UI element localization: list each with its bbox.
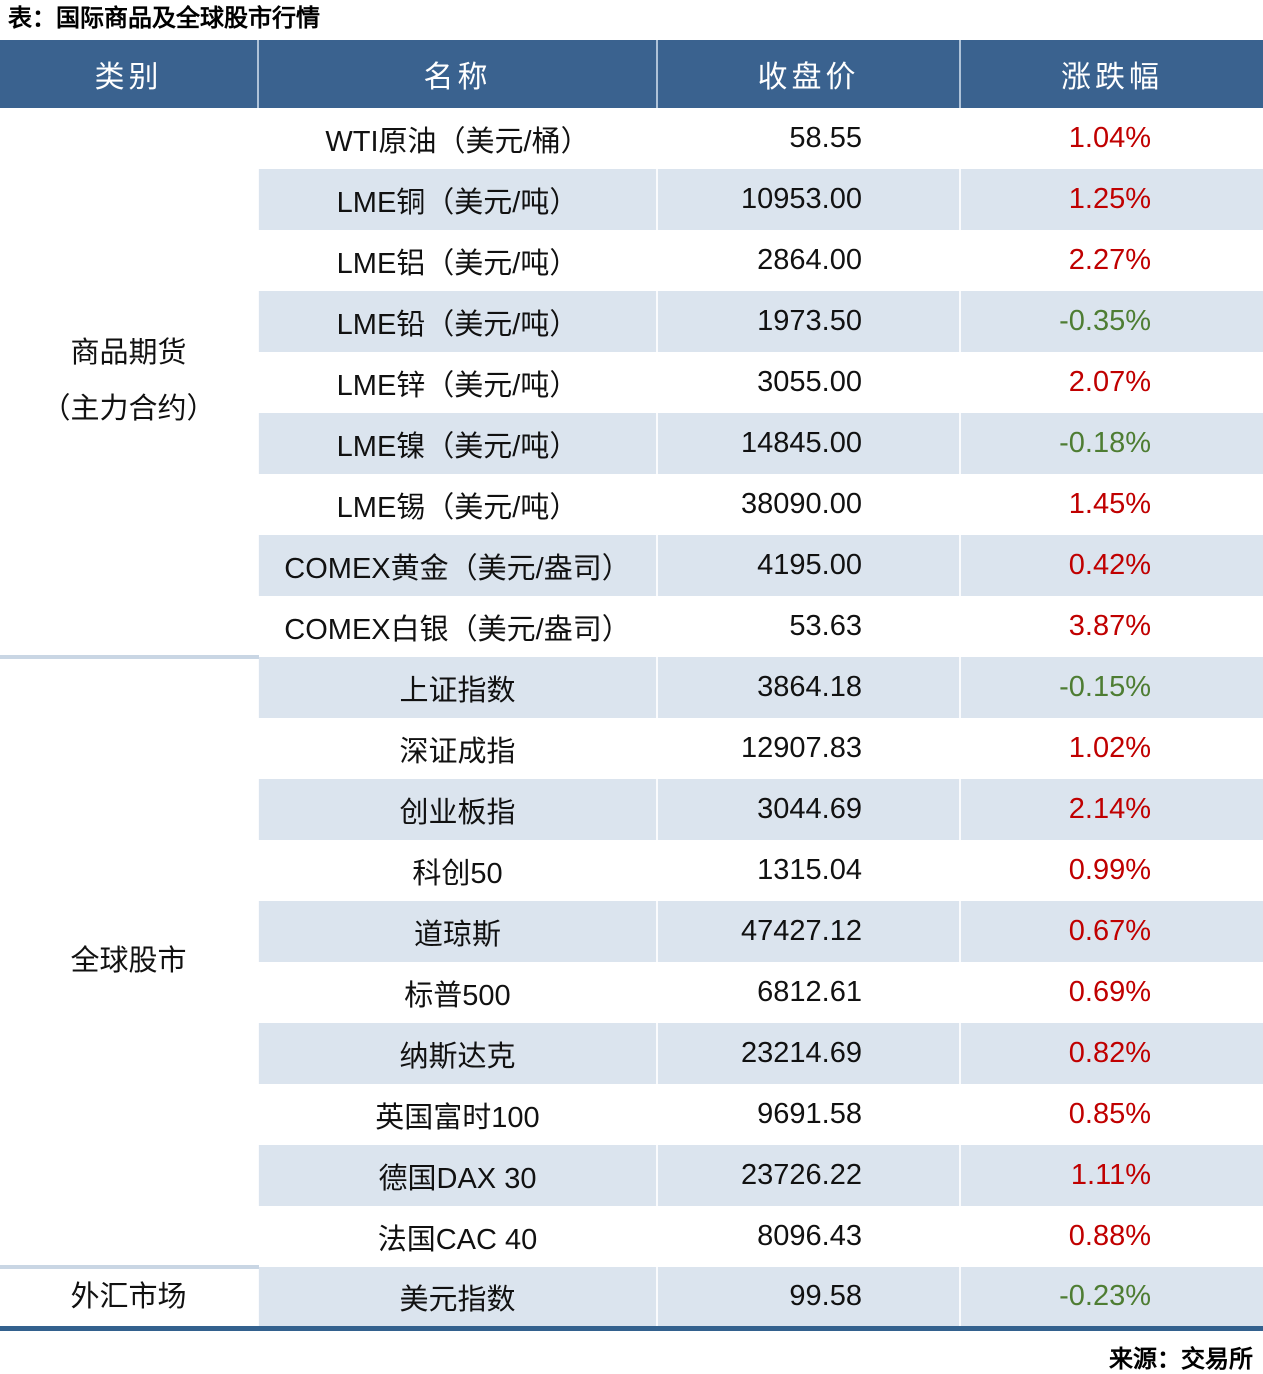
table-row: 商品期货 （主力合约） WTI原油（美元/桶） 58.55 1.04% — [0, 108, 1263, 657]
close-price: 3055.00 — [656, 352, 960, 413]
category-cell: 外汇市场 — [0, 1265, 259, 1329]
table-row: 英国富时100 9691.58 0.85% — [0, 1084, 1263, 1145]
close-price: 3044.69 — [656, 779, 960, 840]
table-row: 标普500 6812.61 0.69% — [0, 962, 1263, 1023]
change-percent: 0.82% — [959, 1023, 1263, 1084]
close-price: 1315.04 — [656, 840, 960, 901]
instrument-name: LME锌（美元/吨） — [258, 352, 657, 413]
change-percent: 0.85% — [959, 1084, 1263, 1145]
close-price: 14845.00 — [656, 413, 960, 474]
instrument-name: 德国DAX 30 — [258, 1145, 657, 1206]
change-percent: 0.67% — [959, 901, 1263, 962]
header-name: 名称 — [257, 40, 657, 108]
change-percent: 0.69% — [959, 962, 1263, 1023]
change-percent: 2.07% — [959, 352, 1263, 413]
table-row: 纳斯达克 23214.69 0.82% — [0, 1023, 1263, 1084]
table-row: LME镍（美元/吨） 14845.00 -0.18% — [0, 413, 1263, 474]
change-percent: -0.15% — [959, 657, 1263, 718]
instrument-name: 深证成指 — [258, 718, 657, 779]
close-price: 12907.83 — [656, 718, 960, 779]
table-header: 类别 名称 收盘价 涨跌幅 — [0, 40, 1263, 108]
change-percent: -0.35% — [959, 291, 1263, 352]
category-cell: 全球股市 — [0, 655, 259, 1267]
instrument-name: 标普500 — [258, 962, 657, 1023]
table-row: COMEX白银（美元/盎司） 53.63 3.87% — [0, 596, 1263, 657]
table-row: 法国CAC 40 8096.43 0.88% — [0, 1206, 1263, 1267]
table-row: LME锡（美元/吨） 38090.00 1.45% — [0, 474, 1263, 535]
instrument-name: LME铝（美元/吨） — [258, 230, 657, 291]
table-row: COMEX黄金（美元/盎司） 4195.00 0.42% — [0, 535, 1263, 596]
change-percent: 1.11% — [959, 1145, 1263, 1206]
close-price: 1973.50 — [656, 291, 960, 352]
change-percent: 1.04% — [959, 108, 1263, 169]
table-row: 外汇市场 美元指数 99.58 -0.23% — [0, 1265, 1263, 1329]
table-row: LME铝（美元/吨） 2864.00 2.27% — [0, 230, 1263, 291]
table-row: 德国DAX 30 23726.22 1.11% — [0, 1145, 1263, 1206]
change-percent: 1.45% — [959, 474, 1263, 535]
table-row: LME铜（美元/吨） 10953.00 1.25% — [0, 169, 1263, 230]
change-percent: 1.02% — [959, 718, 1263, 779]
instrument-name: LME镍（美元/吨） — [258, 413, 657, 474]
change-percent: 0.99% — [959, 840, 1263, 901]
change-percent: 3.87% — [959, 596, 1263, 657]
change-percent: 0.42% — [959, 535, 1263, 596]
table-row: 道琼斯 47427.12 0.67% — [0, 901, 1263, 962]
instrument-name: 道琼斯 — [258, 901, 657, 962]
instrument-name: 创业板指 — [258, 779, 657, 840]
table-body: 商品期货 （主力合约） WTI原油（美元/桶） 58.55 1.04% LME铜（美元/… — [0, 108, 1263, 1329]
close-price: 23214.69 — [656, 1023, 960, 1084]
instrument-name: 纳斯达克 — [258, 1023, 657, 1084]
instrument-name: 美元指数 — [258, 1267, 657, 1329]
close-price: 4195.00 — [656, 535, 960, 596]
instrument-name: COMEX白银（美元/盎司） — [258, 596, 657, 657]
change-percent: -0.18% — [959, 413, 1263, 474]
header-row: 类别 名称 收盘价 涨跌幅 — [0, 40, 1263, 108]
instrument-name: 科创50 — [258, 840, 657, 901]
instrument-name: LME铅（美元/吨） — [258, 291, 657, 352]
close-price: 8096.43 — [656, 1206, 960, 1267]
close-price: 47427.12 — [656, 901, 960, 962]
instrument-name: LME铜（美元/吨） — [258, 169, 657, 230]
table-row: 科创50 1315.04 0.99% — [0, 840, 1263, 901]
change-percent: 0.88% — [959, 1206, 1263, 1267]
close-price: 99.58 — [656, 1267, 960, 1329]
change-percent: 2.27% — [959, 230, 1263, 291]
instrument-name: LME锡（美元/吨） — [258, 474, 657, 535]
change-percent: 2.14% — [959, 779, 1263, 840]
table-row: LME锌（美元/吨） 3055.00 2.07% — [0, 352, 1263, 413]
change-percent: -0.23% — [959, 1267, 1263, 1329]
close-price: 38090.00 — [656, 474, 960, 535]
table-row: 全球股市 上证指数 3864.18 -0.15% — [0, 655, 1263, 1267]
close-price: 3864.18 — [656, 657, 960, 718]
close-price: 53.63 — [656, 596, 960, 657]
category-cell: 商品期货 （主力合约） — [0, 108, 259, 657]
table-row: 深证成指 12907.83 1.02% — [0, 718, 1263, 779]
header-category: 类别 — [0, 40, 258, 108]
instrument-name: 法国CAC 40 — [258, 1206, 657, 1267]
table-row: LME铅（美元/吨） 1973.50 -0.35% — [0, 291, 1263, 352]
instrument-name: COMEX黄金（美元/盎司） — [258, 535, 657, 596]
source-note: 来源：交易所 — [1109, 1346, 1253, 1374]
close-price: 6812.61 — [656, 962, 960, 1023]
quotes-table: 类别 名称 收盘价 涨跌幅 商品期货 （主力合约） WTI原油（美元/桶） 58.5… — [0, 40, 1263, 1332]
table-row: 创业板指 3044.69 2.14% — [0, 779, 1263, 840]
header-close-price: 收盘价 — [656, 40, 960, 108]
page-title: 表：国际商品及全球股市行情 — [8, 5, 320, 32]
close-price: 2864.00 — [656, 230, 960, 291]
close-price: 58.55 — [656, 108, 960, 169]
close-price: 23726.22 — [656, 1145, 960, 1206]
instrument-name: WTI原油（美元/桶） — [258, 108, 657, 169]
change-percent: 1.25% — [959, 169, 1263, 230]
header-change-pct: 涨跌幅 — [959, 40, 1263, 108]
instrument-name: 上证指数 — [258, 657, 657, 718]
close-price: 10953.00 — [656, 169, 960, 230]
instrument-name: 英国富时100 — [258, 1084, 657, 1145]
close-price: 9691.58 — [656, 1084, 960, 1145]
